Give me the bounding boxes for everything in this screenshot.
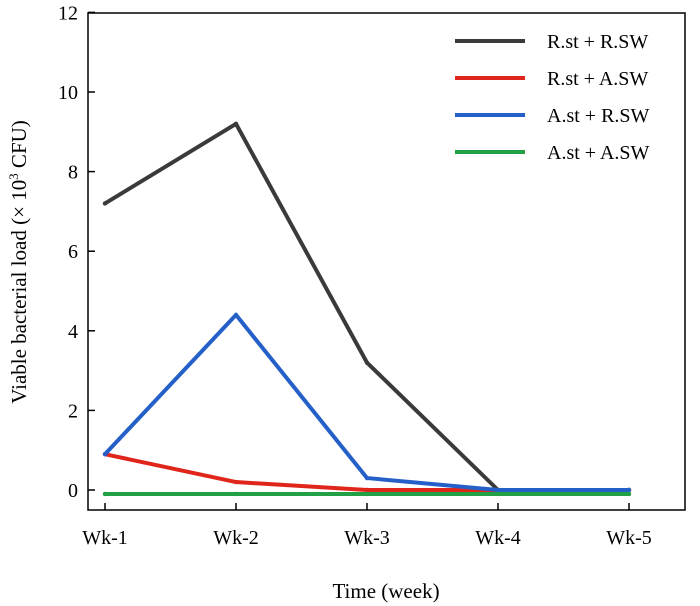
data-point	[364, 487, 370, 493]
y-tick-label: 4	[68, 321, 78, 343]
series-layer	[102, 121, 632, 497]
data-point	[233, 479, 239, 485]
data-point	[102, 451, 108, 457]
y-axis-title-sup: 3	[6, 173, 21, 180]
x-tick-label: Wk-1	[82, 527, 128, 549]
series-a-st-r-sw	[102, 312, 632, 493]
series-r-st-r-sw	[102, 121, 632, 493]
series-line	[103, 312, 631, 492]
series-line	[103, 121, 631, 492]
data-point	[102, 491, 108, 497]
data-point	[626, 491, 632, 497]
y-axis: 0 2 4 6 8 10 12	[58, 2, 95, 502]
x-tick-label: Wk-4	[475, 527, 521, 549]
legend-label: R.st + R.SW	[547, 31, 648, 53]
legend-label: A.st + A.SW	[547, 142, 650, 164]
x-tick-label: Wk-3	[344, 527, 390, 549]
series-r-st-a-sw	[102, 451, 632, 493]
y-tick-label: 12	[58, 2, 78, 24]
y-axis-title-main: Viable bacterial load (× 10	[7, 180, 31, 404]
x-tick-label: Wk-2	[213, 527, 259, 549]
data-point	[233, 121, 239, 127]
x-tick-label: Wk-5	[606, 527, 652, 549]
legend-label: A.st + R.SW	[547, 105, 650, 127]
y-tick-label: 0	[68, 480, 78, 502]
series-a-st-a-sw	[102, 491, 632, 497]
y-axis-title-tail: CFU)	[7, 120, 31, 173]
y-tick-label: 6	[68, 241, 78, 263]
data-point	[495, 491, 501, 497]
x-axis: Wk-1 Wk-2 Wk-3 Wk-4 Wk-5	[82, 503, 652, 549]
data-point	[626, 487, 632, 493]
data-point	[364, 360, 370, 365]
data-point	[495, 487, 501, 493]
legend-label: R.st + A.SW	[547, 68, 648, 90]
series-line	[103, 452, 631, 492]
plot-area	[87, 12, 686, 511]
data-point	[102, 201, 108, 206]
y-tick-label: 2	[68, 400, 78, 422]
data-point	[233, 312, 239, 318]
data-point	[364, 475, 370, 481]
plot-frame	[87, 12, 686, 511]
y-tick-label: 10	[58, 82, 78, 104]
x-axis-title: Time (week)	[332, 579, 439, 603]
data-point	[233, 491, 239, 497]
y-axis-title: Viable bacterial load (× 103 CFU)	[6, 120, 31, 404]
data-point	[364, 491, 370, 497]
legend: R.st + R.SW R.st + A.SW A.st + R.SW A.st + …	[455, 31, 650, 164]
y-tick-label: 8	[68, 162, 78, 184]
